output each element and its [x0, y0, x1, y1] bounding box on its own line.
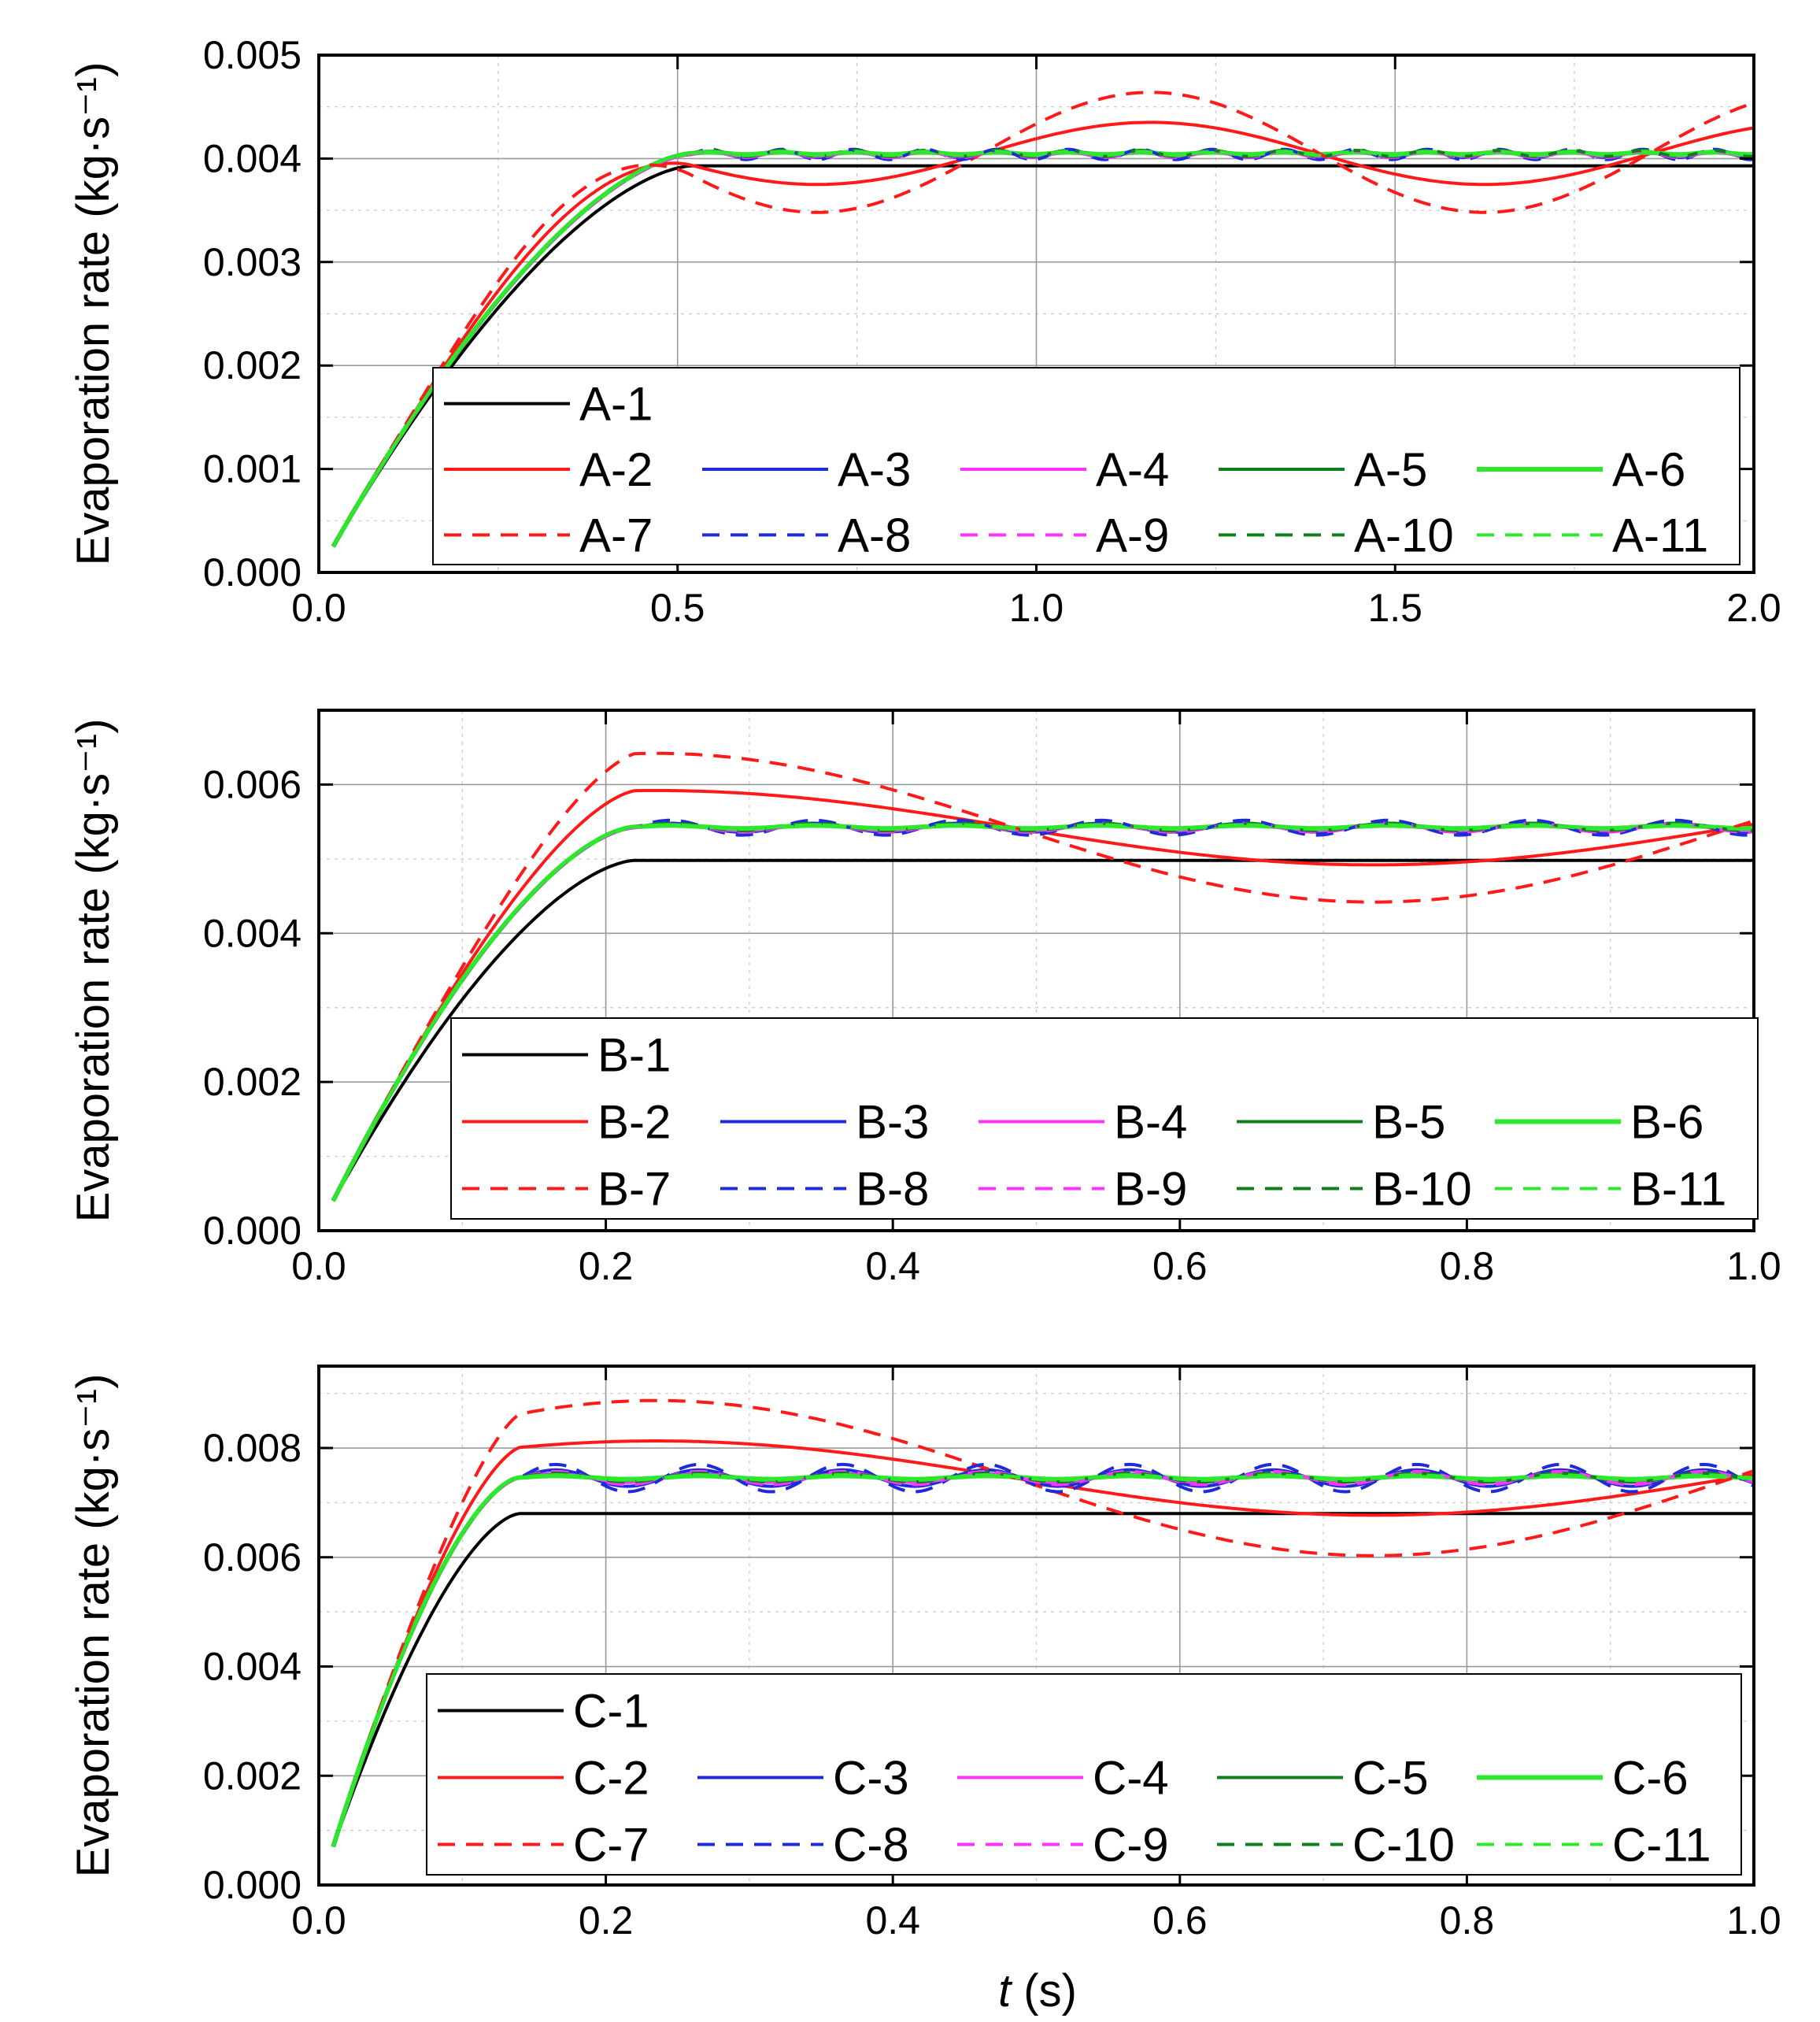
- series-line-C-7: [331, 1398, 1754, 1848]
- legend-label-B-8: B-8: [856, 1163, 929, 1216]
- series-line-B-7: [331, 751, 1754, 1202]
- series-line-C-1: [331, 1512, 1754, 1848]
- legend-label-A-2: A-2: [579, 443, 653, 496]
- x-tick-label: 1.0: [1009, 586, 1064, 630]
- legend-label-C-1: C-1: [573, 1685, 649, 1738]
- series-line-A-2: [331, 120, 1754, 548]
- x-tick-label: 1.5: [1367, 586, 1422, 630]
- legend-label-A-6: A-6: [1612, 443, 1685, 496]
- legend-label-C-5: C-5: [1352, 1752, 1429, 1805]
- y-axis-label-B: Evaporation rate (kg·s⁻¹): [68, 719, 119, 1223]
- y-tick-label: 0.008: [203, 1426, 301, 1470]
- x-tick-label: 0.2: [579, 1244, 634, 1288]
- legend-label-C-4: C-4: [1093, 1752, 1169, 1805]
- legend-label-C-11: C-11: [1612, 1819, 1711, 1872]
- legend-label-A-10: A-10: [1354, 509, 1454, 561]
- x-tick-label: 0.6: [1152, 1898, 1208, 1942]
- legend-label-C-3: C-3: [833, 1752, 909, 1805]
- x-axis-label-unit: (s): [1011, 1965, 1077, 2016]
- legend-box: [450, 1017, 1759, 1220]
- x-tick-label: 2.0: [1726, 586, 1781, 630]
- x-tick-label: 0.4: [865, 1898, 920, 1942]
- x-tick-label: 0.8: [1440, 1898, 1495, 1942]
- x-tick-label: 0.4: [865, 1244, 920, 1288]
- x-tick-label: 0.0: [291, 1244, 346, 1288]
- chart-panel-A: 0.0 0.5 1.0 1.5 2.0 0.000 0.001 0.002 0.003 0.004…: [68, 33, 1781, 630]
- legend-label-B-11: B-11: [1630, 1163, 1726, 1216]
- y-tick-label: 0.006: [203, 762, 301, 806]
- y-tick-label: 0.002: [203, 343, 301, 387]
- legend-label-A-8: A-8: [838, 509, 911, 561]
- series-line-C-11: [331, 1473, 1754, 1848]
- legend-label-A-5: A-5: [1354, 443, 1427, 496]
- legend-label-B-1: B-1: [597, 1029, 671, 1082]
- legend-label-C-6: C-6: [1612, 1752, 1689, 1805]
- legend-label-A-9: A-9: [1096, 509, 1169, 561]
- x-tick-label: 1.0: [1726, 1244, 1781, 1288]
- legend-label-C-9: C-9: [1093, 1819, 1169, 1872]
- y-axis-label-C: Evaporation rate (kg·s⁻¹): [68, 1374, 119, 1878]
- series-group-A: [331, 91, 1754, 548]
- x-axis-label: t (s): [998, 1965, 1077, 2016]
- y-tick-label: 0.004: [203, 911, 301, 955]
- y-tick-label: 0.000: [203, 550, 301, 594]
- legend-label-B-10: B-10: [1372, 1163, 1472, 1216]
- legend-box: [432, 367, 1740, 565]
- x-tick-label: 0.2: [579, 1898, 634, 1942]
- legend-label-B-7: B-7: [597, 1163, 671, 1216]
- y-tick-label: 0.004: [203, 136, 301, 180]
- series-line-A-1: [331, 164, 1754, 548]
- legend-C: C-1 C-2 C-3 C-4 C-5 C-6 C-7 C-8 C-9 C-10 C-11: [426, 1673, 1742, 1876]
- x-axis-label-italic: t: [998, 1965, 1013, 2016]
- legend-label-A-4: A-4: [1096, 443, 1169, 496]
- series-group-B: [331, 751, 1754, 1202]
- y-tick-label: 0.004: [203, 1645, 301, 1689]
- legend-label-C-8: C-8: [833, 1819, 909, 1872]
- plot-frame-C: [317, 1365, 1755, 1887]
- plot-frame-B: [317, 709, 1755, 1232]
- series-group-C: [331, 1398, 1754, 1848]
- y-tick-label: 0.002: [203, 1060, 301, 1104]
- legend-label-C-7: C-7: [573, 1819, 649, 1872]
- y-tick-label: 0.001: [203, 447, 301, 491]
- legend-label-B-2: B-2: [597, 1096, 671, 1149]
- legend-label-B-5: B-5: [1372, 1096, 1445, 1149]
- x-tick-label: 1.0: [1726, 1898, 1781, 1942]
- series-line-B-1: [331, 858, 1754, 1202]
- series-line-B-8: [331, 818, 1754, 1202]
- x-tick-label: 0.6: [1152, 1244, 1208, 1288]
- legend-label-A-1: A-1: [579, 378, 653, 431]
- legend-label-B-9: B-9: [1114, 1163, 1187, 1216]
- ticks-B: [317, 710, 1755, 1232]
- y-tick-label: 0.000: [203, 1863, 301, 1907]
- legend-label-C-10: C-10: [1352, 1819, 1455, 1872]
- legend-label-A-11: A-11: [1612, 509, 1708, 561]
- chart-panel-B: 0.0 0.2 0.4 0.6 0.8 1.0 0.000 0.002 0.004 0.006 Ev…: [68, 709, 1781, 1288]
- series-line-A-11: [331, 150, 1754, 548]
- y-tick-label: 0.003: [203, 240, 301, 284]
- x-tick-label: 0.5: [650, 586, 705, 630]
- legend-label-A-7: A-7: [579, 509, 653, 561]
- legend-label-B-4: B-4: [1114, 1096, 1187, 1149]
- legend-A: A-1 A-2 A-3 A-4 A-5 A-6 A-7 A-8 A-9 A-10 A-11: [432, 367, 1740, 565]
- series-line-B-11: [331, 823, 1754, 1202]
- x-tick-label: 0.8: [1440, 1244, 1495, 1288]
- y-tick-label: 0.002: [203, 1754, 301, 1798]
- legend-box: [426, 1673, 1742, 1876]
- y-tick-label: 0.000: [203, 1209, 301, 1253]
- legend-label-A-3: A-3: [838, 443, 911, 496]
- chart-panel-C: 0.0 0.2 0.4 0.6 0.8 1.0 0.000 0.002 0.004 0.006 0.…: [68, 1365, 1781, 1942]
- legend-B: B-1 B-2 B-3 B-4 B-5 B-6 B-7 B-8 B-9 B-10 B-11: [450, 1017, 1759, 1220]
- y-axis-label-A: Evaporation rate (kg·s⁻¹): [68, 62, 119, 566]
- x-tick-label: 0.0: [291, 1898, 346, 1942]
- legend-label-B-6: B-6: [1630, 1096, 1703, 1149]
- x-tick-label: 0.0: [291, 586, 346, 630]
- legend-label-B-3: B-3: [856, 1096, 929, 1149]
- legend-label-C-2: C-2: [573, 1752, 649, 1805]
- y-tick-label: 0.005: [203, 33, 301, 77]
- y-tick-label: 0.006: [203, 1535, 301, 1579]
